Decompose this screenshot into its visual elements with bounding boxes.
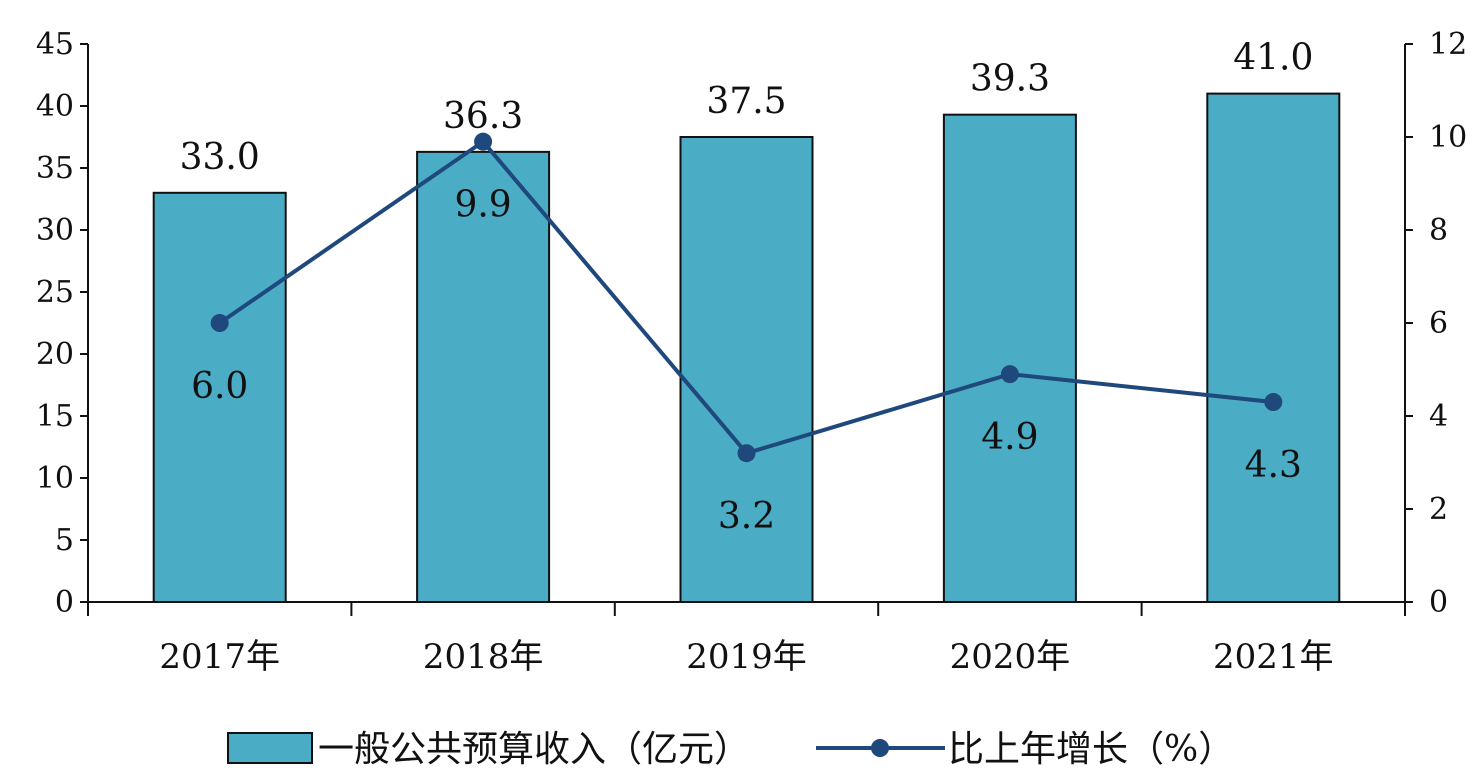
line-point-2 bbox=[737, 444, 756, 463]
line-value-label-0: 6.0 bbox=[191, 366, 248, 407]
labels-group: 33.0 36.3 37.5 39.3 41.0 6.0 9.9 3.2 4.9 4.3 bbox=[180, 38, 1314, 538]
bar-0 bbox=[152, 191, 287, 604]
bar-value-label-1: 36.3 bbox=[443, 96, 523, 137]
line-point-3 bbox=[1000, 365, 1019, 384]
category-label-1: 2018年 bbox=[423, 637, 544, 677]
line-point-4 bbox=[1264, 393, 1283, 412]
left-tick-label-4: 20 bbox=[36, 337, 74, 372]
bar-value-label-0: 33.0 bbox=[180, 137, 260, 178]
left-tick-label-9: 45 bbox=[36, 27, 74, 62]
line-value-label-1: 9.9 bbox=[454, 185, 511, 226]
left-tick-label-3: 15 bbox=[36, 399, 74, 434]
bar-2 bbox=[679, 136, 814, 603]
right-tick-label-6: 12 bbox=[1429, 27, 1467, 62]
bar-3 bbox=[942, 113, 1077, 604]
category-label-3: 2020年 bbox=[950, 637, 1071, 677]
right-tick-label-3: 6 bbox=[1429, 306, 1448, 341]
right-tick-label-1: 2 bbox=[1429, 492, 1448, 527]
axes-group: 0 5 10 15 20 25 30 35 40 45 0 2 4 6 8 10 12 2017年 2018年 201… bbox=[36, 27, 1467, 677]
legend: 一般公共预算收入（亿元） 比上年增长（%） bbox=[227, 729, 1234, 770]
legend-swatch-bar bbox=[227, 732, 313, 764]
left-tick-label-2: 10 bbox=[36, 461, 74, 496]
right-tick-label-5: 10 bbox=[1429, 120, 1467, 155]
line-point-0 bbox=[210, 314, 229, 332]
left-tick-label-5: 25 bbox=[36, 275, 74, 310]
category-label-4: 2021年 bbox=[1213, 637, 1334, 677]
left-tick-label-0: 0 bbox=[55, 585, 74, 620]
left-tick-label-1: 5 bbox=[55, 523, 74, 558]
category-label-0: 2017年 bbox=[159, 637, 280, 677]
bar-value-label-4: 41.0 bbox=[1233, 38, 1313, 79]
line-value-label-2: 3.2 bbox=[718, 496, 775, 537]
left-tick-label-8: 40 bbox=[36, 89, 74, 124]
category-label-2: 2019年 bbox=[686, 637, 807, 677]
line-group bbox=[210, 132, 1283, 463]
bar-value-label-2: 37.5 bbox=[706, 81, 786, 122]
left-tick-label-6: 30 bbox=[36, 213, 74, 248]
line-value-label-3: 4.9 bbox=[981, 417, 1038, 458]
line-value-label-4: 4.3 bbox=[1245, 445, 1302, 486]
bars-group bbox=[152, 92, 1341, 604]
right-tick-label-2: 4 bbox=[1429, 399, 1448, 434]
right-tick-label-0: 0 bbox=[1429, 585, 1448, 620]
right-tick-label-4: 8 bbox=[1429, 213, 1448, 248]
bar-value-label-3: 39.3 bbox=[970, 59, 1050, 100]
bar-4 bbox=[1206, 92, 1341, 603]
line-point-1 bbox=[474, 132, 493, 151]
legend-label-bar: 一般公共预算收入（亿元） bbox=[318, 729, 750, 770]
legend-swatch-marker bbox=[871, 739, 889, 757]
legend-label-line: 比上年增长（%） bbox=[948, 729, 1234, 770]
left-tick-label-7: 35 bbox=[36, 151, 74, 186]
bar-1 bbox=[416, 150, 551, 603]
